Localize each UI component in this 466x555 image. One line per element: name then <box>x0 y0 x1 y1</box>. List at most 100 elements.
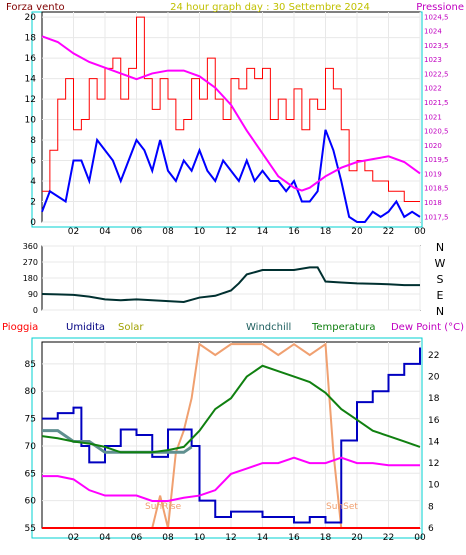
y-tick-label: 70 <box>25 442 37 452</box>
y-tick-label: 0 <box>30 218 36 228</box>
sunrise-label: SunRise <box>145 502 182 512</box>
series-line-direction <box>41 266 420 304</box>
y2-tick-label: 1021,5 <box>424 99 449 107</box>
y-tick-label: 20 <box>25 13 37 23</box>
compass-letter: E <box>437 289 444 302</box>
y-tick-label: 14 <box>25 75 37 85</box>
series-line-average <box>41 129 421 223</box>
x-tick-label: 04 <box>99 533 111 543</box>
y-tick-label: 90 <box>28 290 38 299</box>
y2-tick-label: 8 <box>428 502 434 512</box>
chart-title: 24 hour graph day : 30 Settembre 2024 <box>170 2 370 13</box>
x-tick-label: 10 <box>194 227 206 237</box>
x-tick-label: 20 <box>351 533 363 543</box>
x-tick-label: 18 <box>320 533 332 543</box>
direction-series <box>41 266 420 304</box>
x-tick-label: 16 <box>288 533 300 543</box>
y-tick-label: 4 <box>30 177 36 187</box>
pressure-axis-label: Pressione <box>416 2 464 13</box>
y2-tick-label: 1020 <box>424 142 442 150</box>
x-tick-label: 12 <box>225 227 236 237</box>
y-tick-label: 6 <box>30 157 36 167</box>
series-line-pressure <box>41 35 421 192</box>
temperature-y-ticks: 6 8 10 12 14 16 18 20 22 <box>428 351 440 534</box>
legend-dew-point: Dew Point (°C) <box>391 322 464 333</box>
y-tick-label: 16 <box>25 54 37 64</box>
y2-tick-label: 22 <box>428 351 439 361</box>
y2-tick-label: 1022 <box>424 85 442 93</box>
y-tick-label: 180 <box>23 274 38 283</box>
x-tick-label: 10 <box>194 533 206 543</box>
wind-y-ticks: 0 2 4 6 8 10 12 14 16 18 20 <box>25 13 37 228</box>
series-line-dew-point <box>42 456 420 502</box>
y2-tick-label: 1022,5 <box>424 70 449 78</box>
y2-tick-label: 1019 <box>424 170 442 178</box>
y2-tick-label: 1018,5 <box>424 185 449 193</box>
compass-letter: S <box>437 273 444 286</box>
y2-tick-label: 18 <box>428 394 440 404</box>
x-tick-label: 06 <box>131 227 143 237</box>
y2-tick-label: 6 <box>428 524 434 534</box>
y2-tick-label: 1023,5 <box>424 42 449 50</box>
y-tick-label: 55 <box>25 524 36 534</box>
wind-axis-label: Forza vento <box>6 2 65 13</box>
y-tick-label: 0 <box>33 306 38 315</box>
direction-y-ticks: 0 90 180 270 360 <box>23 242 38 315</box>
wind-x-ticks: 02 04 06 08 10 12 14 16 18 20 22 00 <box>68 227 426 237</box>
y2-tick-label: 20 <box>428 373 440 383</box>
x-tick-label: 16 <box>288 227 300 237</box>
y-tick-label: 60 <box>25 497 37 507</box>
compass-letter: W <box>435 257 446 270</box>
y-tick-label: 8 <box>30 136 36 146</box>
x-tick-label: 08 <box>162 227 174 237</box>
y-tick-label: 80 <box>25 387 37 397</box>
y2-tick-label: 1023 <box>424 56 442 64</box>
y-tick-label: 270 <box>23 258 38 267</box>
legend-windchill: Windchill <box>246 322 291 333</box>
y-tick-label: 360 <box>23 242 38 251</box>
humidity-y-ticks: 55 60 65 70 75 80 85 <box>25 360 37 534</box>
y-tick-label: 65 <box>25 469 36 479</box>
x-tick-label: 08 <box>162 533 174 543</box>
y2-tick-label: 12 <box>428 459 439 469</box>
direction-grid <box>42 245 421 311</box>
pressure-y-ticks: 1017,5 1018 1018,5 1019 1019,5 1020 1020,5 1021… <box>424 13 449 221</box>
compass-letter: N <box>436 305 444 318</box>
y-tick-label: 18 <box>25 34 37 44</box>
x-tick-label: 20 <box>351 227 363 237</box>
x-tick-label: 02 <box>68 533 79 543</box>
y2-tick-label: 1024 <box>424 28 442 36</box>
legend-temperature: Temperatura <box>311 322 376 333</box>
lower-series <box>41 342 421 529</box>
y-tick-label: 75 <box>25 415 36 425</box>
y2-tick-label: 14 <box>428 437 440 447</box>
x-tick-label: 22 <box>383 533 394 543</box>
series-line-temperature <box>41 364 421 454</box>
sunset-label: SunSet <box>326 502 358 512</box>
y2-tick-label: 1024,5 <box>424 13 449 21</box>
x-tick-label: 18 <box>320 227 332 237</box>
y2-tick-label: 10 <box>428 481 440 491</box>
legend-rain: Pioggia <box>2 322 38 333</box>
lower-x-ticks: 02 04 06 08 10 12 14 16 18 20 22 00 <box>68 533 426 543</box>
y-tick-label: 2 <box>30 198 36 208</box>
x-tick-label: 04 <box>99 227 111 237</box>
y-tick-label: 12 <box>25 95 36 105</box>
x-tick-label: 22 <box>383 227 394 237</box>
y2-tick-label: 1020,5 <box>424 128 449 136</box>
legend-solar: Solar <box>118 322 144 333</box>
wind-pressure-panel: Forza vento 24 hour graph day : 30 Sette… <box>6 2 464 237</box>
y2-tick-label: 1018 <box>424 199 442 207</box>
x-tick-label: 02 <box>68 227 79 237</box>
x-tick-label: 12 <box>225 533 236 543</box>
legend-humidity: Umidita <box>66 322 105 333</box>
y2-tick-label: 16 <box>428 416 440 426</box>
x-tick-label: 14 <box>257 533 269 543</box>
x-tick-label: 00 <box>414 533 426 543</box>
x-tick-label: 14 <box>257 227 269 237</box>
x-tick-label: 00 <box>414 227 426 237</box>
compass-letter: N <box>436 241 444 254</box>
